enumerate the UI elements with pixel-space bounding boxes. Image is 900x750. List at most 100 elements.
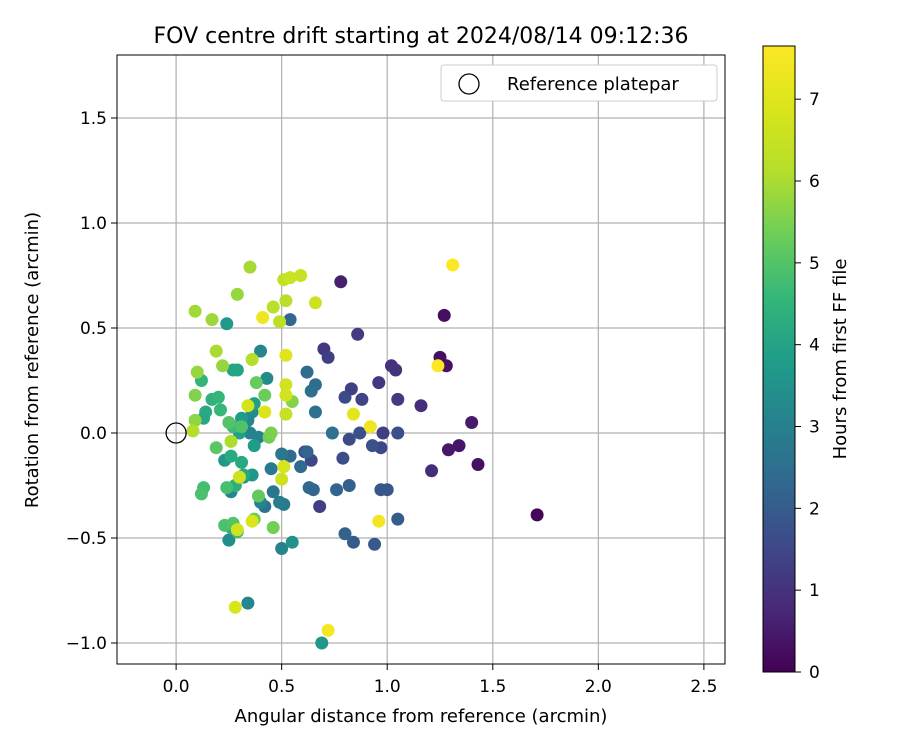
data-point — [391, 512, 405, 526]
colorbar: 0 1 2 3 4 5 6 7 Hours from first FF file — [762, 45, 851, 683]
x-tick-label: 0.5 — [268, 677, 295, 697]
data-point — [285, 535, 299, 549]
data-point — [363, 420, 377, 434]
colorbar-label: Hours from first FF file — [830, 259, 851, 460]
y-tick-label: 1.5 — [80, 109, 107, 129]
data-point — [351, 327, 365, 341]
data-point — [220, 317, 234, 331]
data-point — [260, 371, 274, 385]
data-point — [353, 426, 367, 440]
data-point — [222, 533, 236, 547]
data-point — [372, 514, 386, 528]
colorbar-tick-label: 3 — [809, 418, 820, 438]
data-point — [220, 481, 234, 495]
data-point — [300, 445, 314, 459]
data-point — [230, 523, 244, 537]
data-point — [471, 458, 485, 471]
data-point — [245, 353, 259, 366]
data-point — [342, 479, 356, 492]
colorbar-tick-label: 6 — [809, 172, 820, 192]
colorbar-gradient — [762, 45, 796, 673]
data-point — [355, 392, 369, 406]
data-point — [273, 315, 287, 329]
data-point — [245, 514, 259, 528]
colorbar-tick-label: 1 — [809, 581, 820, 601]
data-point — [258, 388, 272, 402]
data-point — [228, 600, 242, 614]
data-point — [279, 378, 293, 392]
data-point — [304, 384, 318, 398]
chart-title: FOV centre drift starting at 2024/08/14 … — [154, 24, 689, 49]
data-point — [338, 527, 352, 541]
data-point — [334, 275, 348, 289]
data-point — [330, 483, 344, 497]
data-point — [211, 390, 225, 404]
data-point — [186, 424, 200, 438]
colorbar-tick-label: 2 — [809, 499, 820, 519]
grid — [117, 55, 725, 664]
colorbar-tick-label: 0 — [809, 663, 820, 683]
colorbar-tick-label: 5 — [809, 254, 820, 274]
scatter-points — [186, 258, 544, 650]
data-point — [376, 426, 390, 440]
data-point — [190, 365, 204, 379]
data-point — [209, 344, 223, 358]
data-point — [226, 363, 240, 377]
data-point — [249, 376, 263, 390]
data-point — [313, 500, 327, 513]
data-point — [194, 487, 208, 501]
legend-reference-marker — [458, 73, 480, 95]
data-point — [275, 447, 289, 461]
data-point — [279, 388, 293, 402]
data-point — [336, 451, 350, 465]
legend-box — [440, 64, 718, 102]
data-point — [279, 407, 293, 421]
data-point — [391, 392, 405, 406]
data-point — [273, 495, 287, 509]
data-point — [254, 344, 268, 358]
plot-area-background — [117, 55, 725, 664]
legend-entry-reference: Reference platepar — [507, 74, 679, 95]
data-point — [452, 439, 466, 453]
data-point — [264, 462, 278, 476]
data-point — [224, 449, 238, 463]
y-tick-label: 1.0 — [80, 214, 107, 234]
data-point — [188, 413, 202, 427]
data-point — [279, 294, 293, 308]
colorbar-ticks: 0 1 2 3 4 5 6 7 — [795, 90, 820, 683]
data-point — [425, 464, 439, 478]
data-point — [235, 420, 249, 434]
data-point — [230, 287, 244, 301]
y-axis-ticks: −1.0 −0.5 0.0 0.5 1.0 1.5 — [66, 109, 117, 654]
data-point — [275, 542, 289, 555]
x-axis-label: Angular distance from reference (arcmin) — [235, 706, 608, 727]
data-point — [315, 636, 329, 650]
data-point — [346, 535, 360, 549]
data-point — [232, 470, 246, 484]
y-axis-label: Rotation from reference (arcmin) — [22, 212, 43, 508]
data-point — [266, 485, 280, 499]
data-point — [266, 300, 280, 314]
data-point — [306, 483, 320, 497]
data-point — [372, 376, 386, 390]
data-point — [241, 399, 255, 413]
data-point — [283, 313, 297, 327]
x-tick-label: 2.0 — [585, 677, 612, 697]
data-point — [294, 269, 308, 282]
data-point — [243, 260, 257, 274]
data-point — [235, 455, 249, 469]
data-point — [338, 390, 352, 404]
data-point — [213, 403, 227, 417]
data-point — [266, 521, 280, 534]
data-point — [224, 434, 238, 448]
y-tick-label: −0.5 — [66, 529, 107, 549]
legend: Reference platepar — [440, 64, 718, 102]
data-point — [251, 489, 265, 503]
data-point — [389, 363, 403, 377]
data-point — [205, 313, 219, 327]
y-tick-label: 0.5 — [80, 319, 107, 339]
data-point — [308, 405, 322, 419]
data-point — [321, 623, 335, 637]
data-point — [222, 416, 236, 429]
